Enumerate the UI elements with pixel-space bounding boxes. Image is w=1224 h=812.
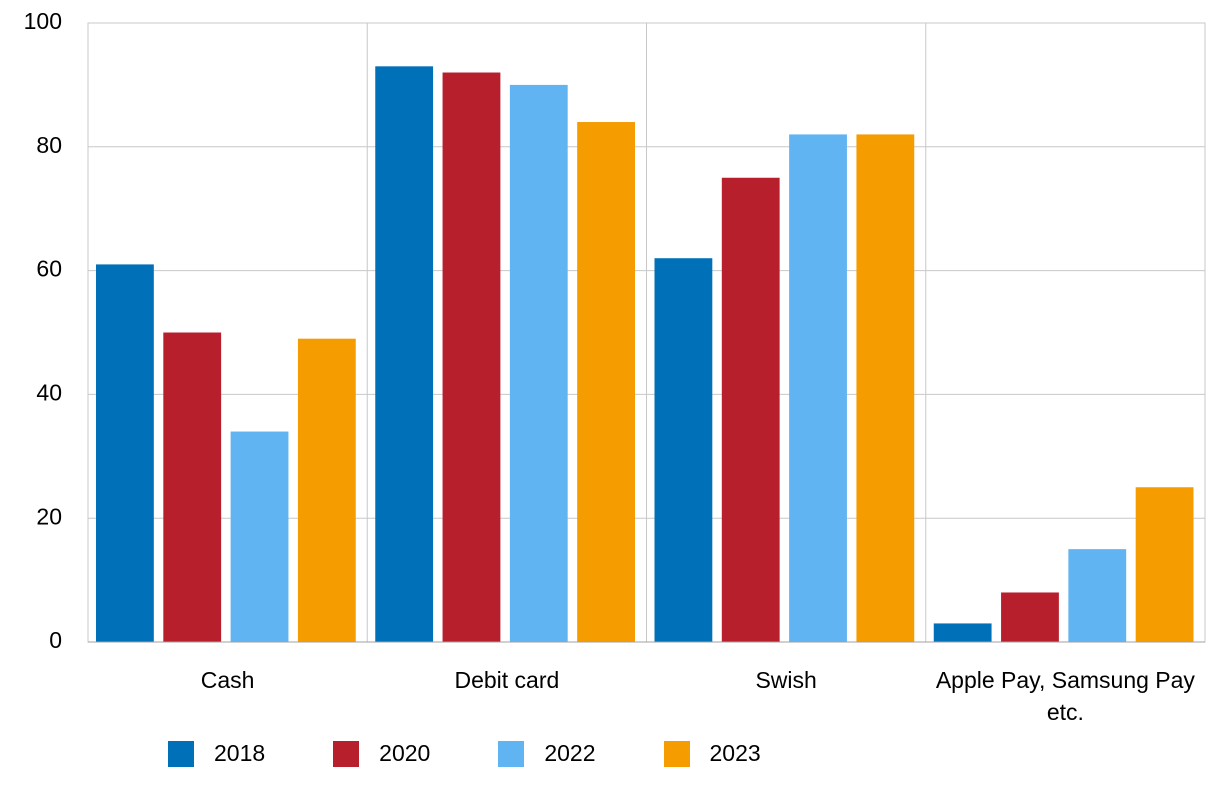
bar (96, 264, 154, 642)
bar (509, 84, 568, 642)
bar (375, 66, 434, 642)
y-tick-label: 80 (36, 132, 62, 158)
bar (654, 258, 713, 642)
legend-item: 2022 (498, 740, 635, 767)
bar (163, 332, 222, 642)
legend-item: 2023 (663, 740, 801, 767)
y-tick-label: 20 (36, 503, 62, 529)
legend-label: 2022 (544, 740, 596, 766)
x-tick-label: Apple Pay, Samsung Pay etc. (935, 667, 1195, 725)
bar (1068, 549, 1127, 642)
x-tick-label: Debit card (454, 667, 560, 693)
bar (577, 122, 635, 643)
y-tick-label: 60 (36, 256, 62, 282)
legend-item: 2018 (168, 740, 305, 767)
legend-swatch (333, 740, 360, 767)
x-tick-label: Swish (755, 667, 817, 693)
legend-item: 2020 (333, 740, 470, 767)
bar (1135, 487, 1194, 642)
x-tick-label: Cash (200, 667, 255, 693)
legend-swatch (498, 740, 525, 767)
bar (442, 72, 501, 642)
bar (856, 134, 915, 643)
bar (297, 338, 356, 642)
bar (230, 431, 289, 642)
y-tick-label: 100 (24, 8, 62, 34)
y-tick-label: 40 (36, 379, 62, 405)
legend-label: 2023 (709, 740, 761, 766)
bar (789, 134, 847, 643)
bar (1001, 592, 1059, 642)
legend-label: 2018 (214, 740, 266, 766)
legend: 2018 2020 2022 2023 (168, 740, 829, 767)
y-tick-label: 0 (49, 627, 62, 653)
bar (933, 623, 992, 642)
legend-swatch (663, 740, 690, 767)
legend-label: 2020 (379, 740, 431, 766)
bar (721, 177, 780, 642)
legend-swatch (168, 740, 194, 767)
